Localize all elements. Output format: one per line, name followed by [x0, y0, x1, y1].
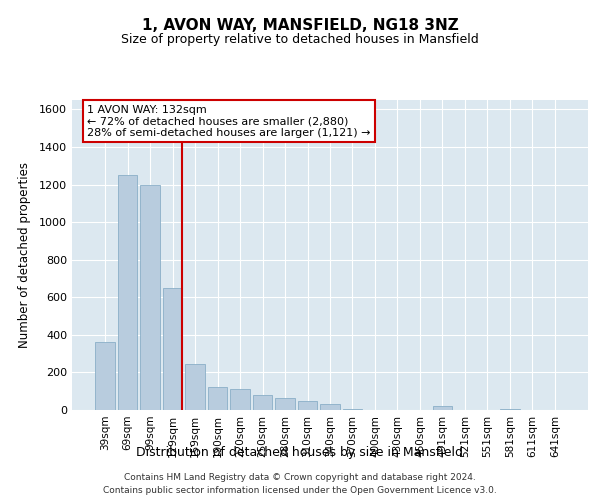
Bar [208, 388, 227, 410]
Text: Contains HM Land Registry data © Crown copyright and database right 2024.
Contai: Contains HM Land Registry data © Crown c… [103, 474, 497, 495]
Text: 1, AVON WAY, MANSFIELD, NG18 3NZ: 1, AVON WAY, MANSFIELD, NG18 3NZ [142, 18, 458, 32]
Bar [230, 390, 250, 410]
Text: Size of property relative to detached houses in Mansfield: Size of property relative to detached ho… [121, 32, 479, 46]
Y-axis label: Number of detached properties: Number of detached properties [17, 162, 31, 348]
Bar [95, 342, 115, 410]
Bar [253, 395, 272, 410]
Bar [433, 406, 452, 410]
Bar [140, 184, 160, 410]
Bar [343, 409, 362, 410]
Bar [163, 288, 182, 410]
Bar [275, 398, 295, 410]
Text: Distribution of detached houses by size in Mansfield: Distribution of detached houses by size … [137, 446, 464, 459]
Bar [118, 175, 137, 410]
Bar [320, 404, 340, 410]
Bar [185, 364, 205, 410]
Text: 1 AVON WAY: 132sqm
← 72% of detached houses are smaller (2,880)
28% of semi-deta: 1 AVON WAY: 132sqm ← 72% of detached hou… [88, 104, 371, 138]
Bar [298, 400, 317, 410]
Bar [500, 409, 520, 410]
